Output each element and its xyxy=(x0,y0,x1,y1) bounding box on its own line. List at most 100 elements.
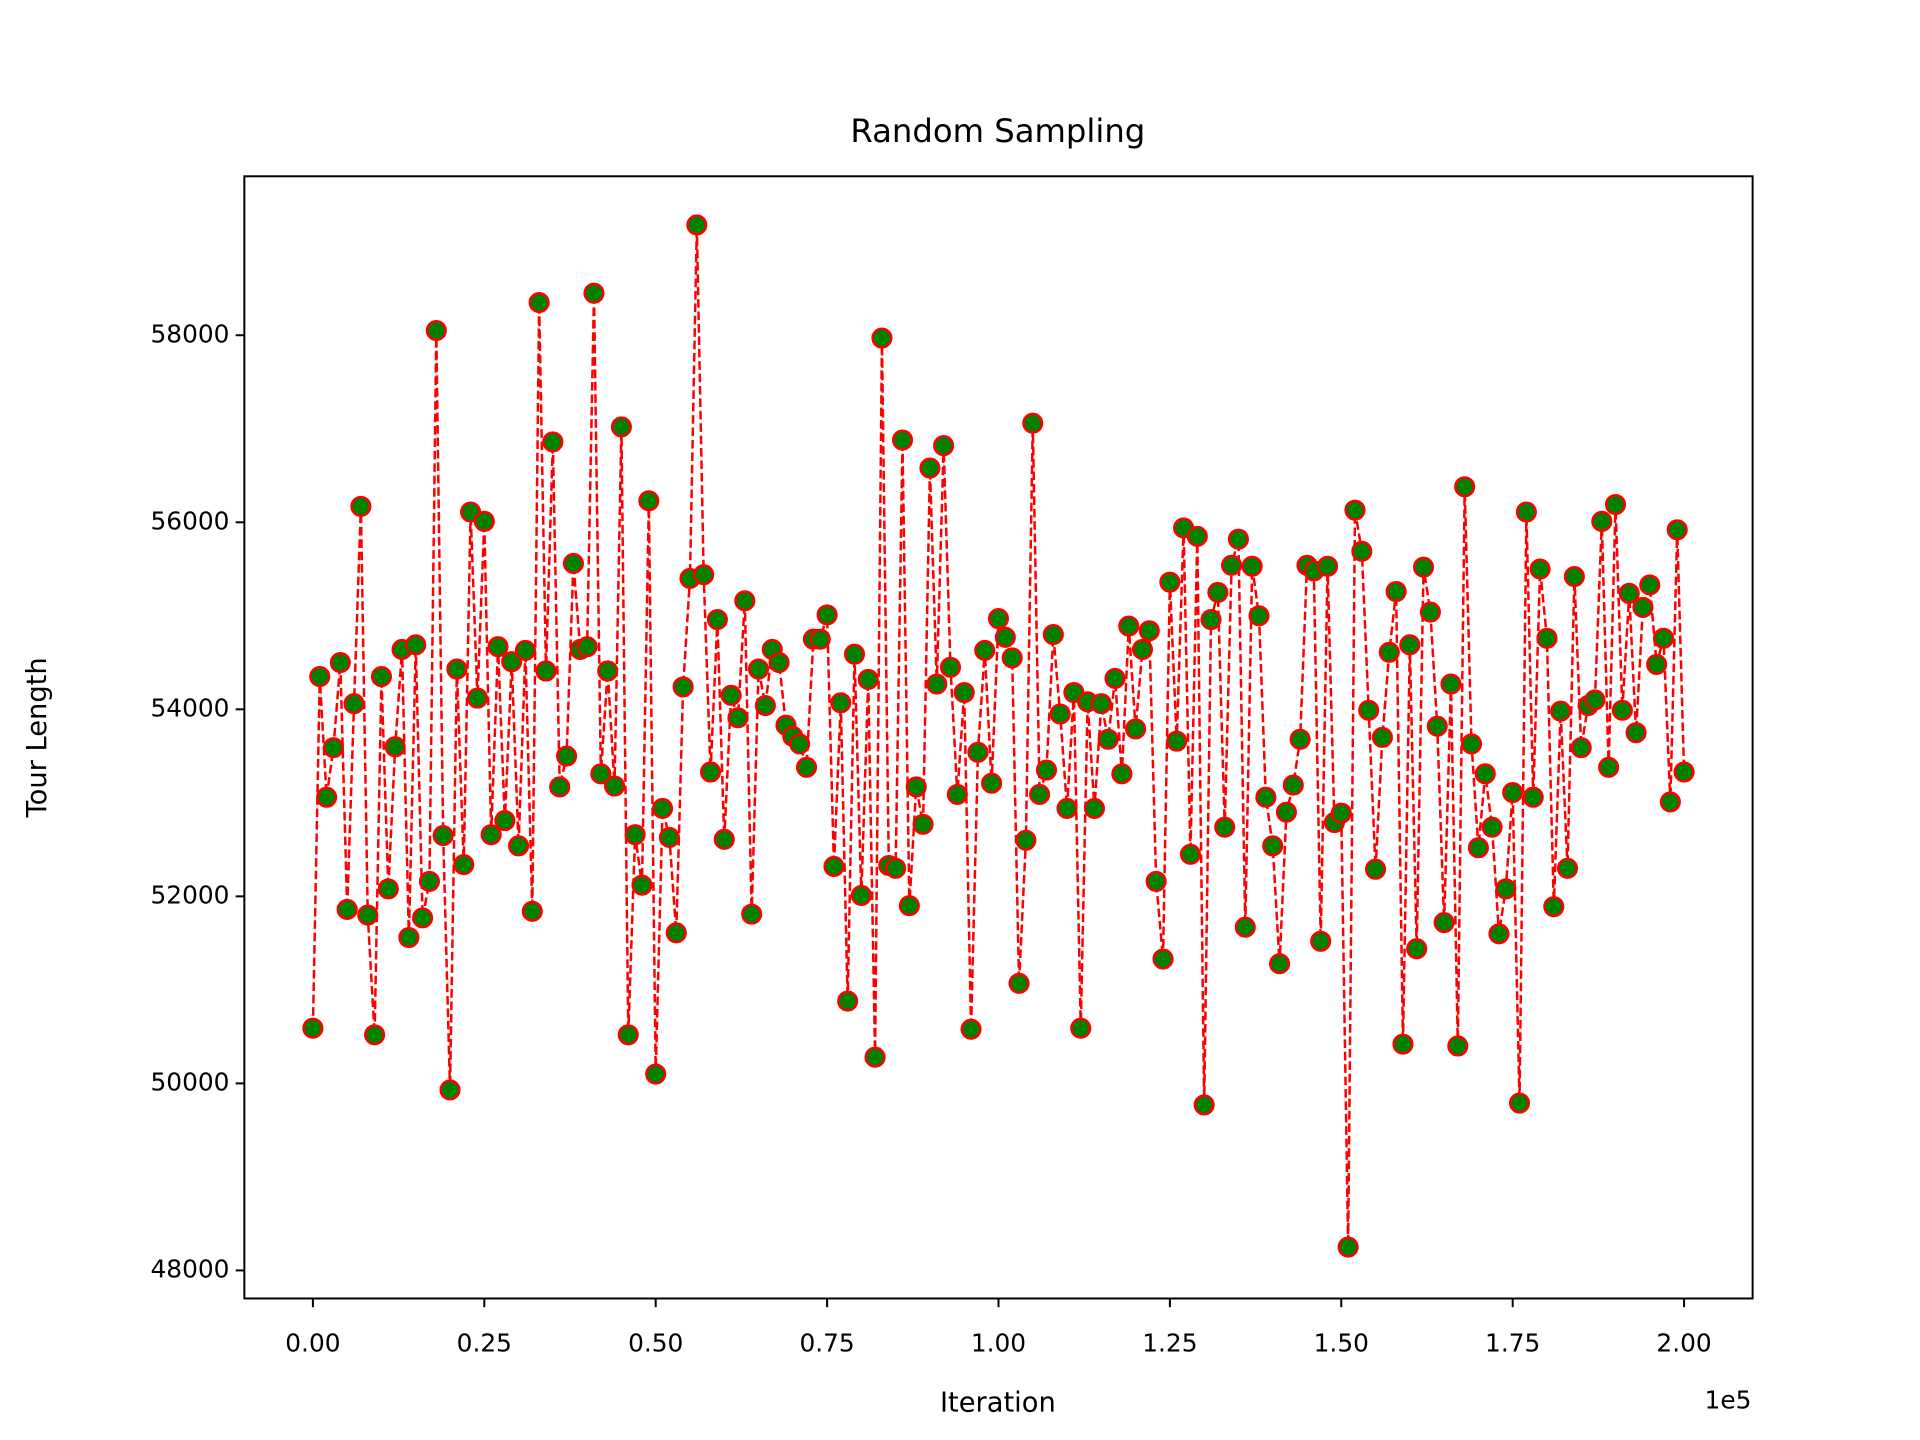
y-tick-label: 48000 xyxy=(151,1254,230,1283)
data-point xyxy=(946,783,968,805)
data-point xyxy=(610,416,632,438)
data-point xyxy=(1447,1035,1469,1057)
data-point xyxy=(645,1063,667,1085)
data-point xyxy=(1241,555,1263,577)
data-point xyxy=(1001,647,1023,669)
data-point xyxy=(1022,412,1044,434)
data-point xyxy=(473,510,495,532)
data-point xyxy=(1221,554,1243,576)
data-point xyxy=(1179,843,1201,865)
data-point xyxy=(1639,574,1661,596)
data-point xyxy=(1070,1017,1092,1039)
data-point xyxy=(1502,782,1524,804)
data-point xyxy=(1550,700,1572,722)
data-point xyxy=(816,604,838,626)
x-tick-label: 0.50 xyxy=(628,1328,683,1357)
x-tick-label: 1.50 xyxy=(1314,1328,1369,1357)
data-point xyxy=(398,926,420,949)
data-point xyxy=(597,660,619,682)
data-point xyxy=(1234,916,1256,938)
data-point xyxy=(576,636,598,658)
data-point xyxy=(1454,476,1476,498)
data-point xyxy=(1337,1236,1359,1258)
data-point xyxy=(350,495,372,517)
data-point xyxy=(1248,605,1270,627)
data-point xyxy=(1125,718,1147,740)
data-point xyxy=(1159,571,1181,593)
data-point xyxy=(1365,858,1387,880)
data-point xyxy=(727,707,749,729)
data-point xyxy=(1262,835,1284,857)
data-point xyxy=(1536,627,1558,649)
data-point xyxy=(1598,756,1620,778)
data-point xyxy=(1652,627,1675,649)
data-point xyxy=(322,737,345,759)
data-point xyxy=(590,763,612,785)
data-point xyxy=(837,990,859,1012)
data-point xyxy=(1200,608,1222,631)
data-point xyxy=(1378,641,1400,663)
data-point xyxy=(1344,499,1366,521)
data-point xyxy=(1330,802,1352,824)
data-point xyxy=(891,429,914,451)
data-point xyxy=(933,435,955,457)
y-tick-label: 58000 xyxy=(151,319,230,348)
x-tick-label: 1.25 xyxy=(1142,1328,1197,1357)
data-point xyxy=(1083,797,1106,820)
data-point xyxy=(1673,761,1695,783)
data-point xyxy=(1035,759,1058,781)
data-point xyxy=(624,824,646,846)
data-point xyxy=(1371,726,1393,748)
data-point xyxy=(377,878,399,900)
data-point xyxy=(638,490,660,512)
data-point xyxy=(926,673,948,695)
data-point xyxy=(1625,722,1647,744)
data-point xyxy=(405,634,427,656)
data-point xyxy=(1207,581,1229,603)
data-point xyxy=(1604,493,1627,516)
data-point xyxy=(734,590,756,612)
data-point xyxy=(508,835,530,857)
y-tick-label: 50000 xyxy=(151,1067,230,1096)
x-tick-label: 1.75 xyxy=(1485,1328,1540,1357)
data-point xyxy=(1543,896,1565,918)
data-point xyxy=(1467,837,1489,859)
data-point xyxy=(1666,519,1688,541)
data-point xyxy=(494,810,516,832)
data-point xyxy=(549,776,571,798)
data-point xyxy=(384,736,406,758)
data-point xyxy=(364,1024,386,1046)
data-point xyxy=(741,903,763,925)
data-point xyxy=(521,900,543,922)
data-point xyxy=(1522,786,1544,808)
data-point xyxy=(830,692,852,714)
data-point xyxy=(432,825,454,847)
data-point xyxy=(960,1018,982,1040)
data-point xyxy=(1056,797,1078,820)
data-point xyxy=(994,626,1016,648)
data-point xyxy=(672,676,694,698)
data-point xyxy=(1406,938,1428,960)
data-point xyxy=(1529,558,1551,580)
data-point xyxy=(1282,774,1304,796)
data-point xyxy=(425,320,447,342)
data-point xyxy=(693,564,715,586)
x-tick-label: 0.00 xyxy=(285,1328,340,1357)
data-point xyxy=(1131,638,1154,661)
data-point xyxy=(1042,623,1064,646)
data-point xyxy=(357,904,379,926)
data-point xyxy=(487,636,509,658)
data-point xyxy=(1255,786,1277,808)
data-point xyxy=(953,681,975,704)
y-tick-label: 56000 xyxy=(151,506,230,535)
data-point xyxy=(754,695,776,717)
data-point xyxy=(1152,948,1174,970)
x-tick-label: 1.00 xyxy=(971,1328,1026,1357)
data-point xyxy=(542,431,564,453)
data-point xyxy=(912,813,934,835)
data-point xyxy=(1317,555,1339,577)
data-point xyxy=(1269,953,1291,975)
data-point xyxy=(370,666,393,688)
